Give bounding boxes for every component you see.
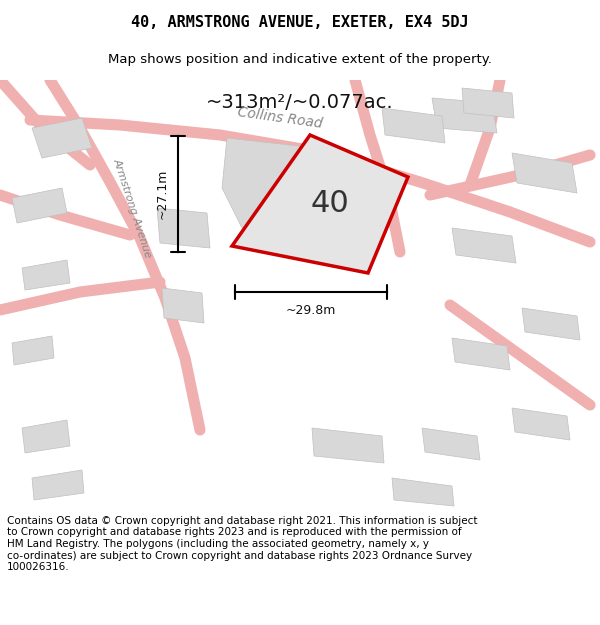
Polygon shape [222,138,322,238]
Polygon shape [12,188,67,223]
Text: Armstrong Avenue: Armstrong Avenue [111,157,153,259]
Polygon shape [232,135,408,273]
Polygon shape [512,408,570,440]
Polygon shape [462,88,514,118]
Polygon shape [512,153,577,193]
Polygon shape [162,288,204,323]
Text: Contains OS data © Crown copyright and database right 2021. This information is : Contains OS data © Crown copyright and d… [7,516,478,572]
Polygon shape [22,420,70,453]
Text: 40: 40 [311,189,349,218]
Polygon shape [32,470,84,500]
Polygon shape [452,338,510,370]
Polygon shape [432,98,497,133]
Text: ~313m²/~0.077ac.: ~313m²/~0.077ac. [206,92,394,111]
Text: ~29.8m: ~29.8m [286,304,336,316]
Text: 40, ARMSTRONG AVENUE, EXETER, EX4 5DJ: 40, ARMSTRONG AVENUE, EXETER, EX4 5DJ [131,15,469,30]
Text: Map shows position and indicative extent of the property.: Map shows position and indicative extent… [108,54,492,66]
Polygon shape [22,260,70,290]
Polygon shape [392,478,454,506]
Polygon shape [32,118,92,158]
Polygon shape [522,308,580,340]
Text: ~27.1m: ~27.1m [155,169,169,219]
Text: Collins Road: Collins Road [236,105,323,131]
Polygon shape [12,336,54,365]
Polygon shape [452,228,516,263]
Polygon shape [382,108,445,143]
Polygon shape [157,208,210,248]
Polygon shape [312,428,384,463]
Polygon shape [422,428,480,460]
